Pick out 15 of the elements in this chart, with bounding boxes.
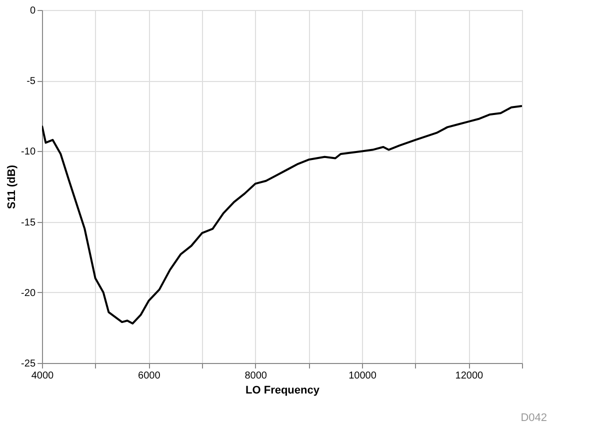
- x-axis-title: LO Frequency: [246, 384, 320, 396]
- y-tick-label: -25: [21, 358, 36, 370]
- text: D042: [520, 412, 547, 424]
- x-tick-label: 4000: [31, 370, 54, 382]
- x-tick-label: 12000: [455, 370, 484, 382]
- x-tick-label: 8000: [244, 370, 268, 382]
- x-tick-label: 6000: [138, 370, 161, 382]
- y-tick-label: 0: [30, 6, 36, 16]
- y-tick-label: -15: [21, 217, 36, 228]
- y-tick-label: -20: [21, 288, 36, 299]
- y-tick-label: -10: [21, 146, 36, 158]
- y-axis-title: S11 (dB): [6, 164, 18, 210]
- line-series: [42, 105, 522, 324]
- y-tick-label: -5: [26, 76, 36, 88]
- x-tick-label: 10000: [348, 370, 377, 382]
